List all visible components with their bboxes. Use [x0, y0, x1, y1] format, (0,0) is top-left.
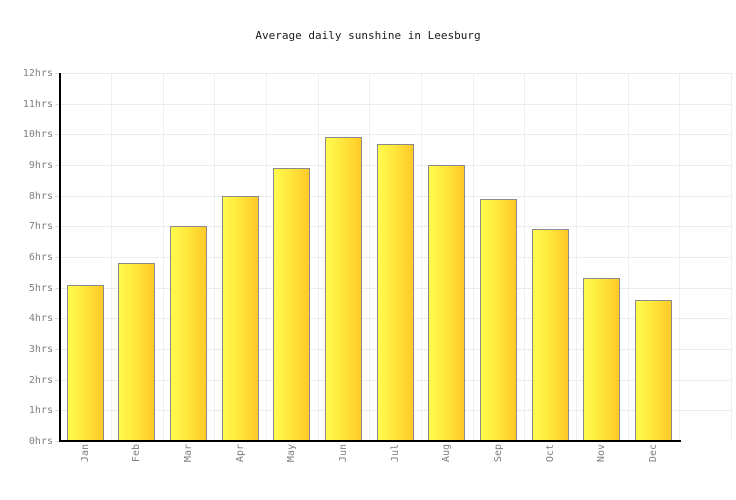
- y-axis-tick: [55, 165, 59, 166]
- x-axis-label-mar: Mar: [183, 444, 194, 463]
- x-axis-label-jun: Jun: [338, 444, 349, 463]
- y-axis-label-8hrs: 8hrs: [28, 191, 53, 202]
- gridline-v: [266, 73, 267, 441]
- y-axis-tick: [55, 288, 59, 289]
- x-axis-label-nov: Nov: [596, 444, 607, 463]
- gridline-v: [731, 73, 732, 441]
- gridline-v: [421, 73, 422, 441]
- y-axis-label-10hrs: 10hrs: [22, 129, 53, 140]
- bar-mar: [170, 226, 207, 441]
- y-axis-label-1hrs: 1hrs: [28, 405, 53, 416]
- y-axis-label-4hrs: 4hrs: [28, 313, 53, 324]
- gridline-v: [214, 73, 215, 441]
- gridline-v: [473, 73, 474, 441]
- y-axis-label-11hrs: 11hrs: [22, 99, 53, 110]
- y-axis-label-7hrs: 7hrs: [28, 221, 53, 232]
- x-axis-line: [59, 440, 681, 442]
- y-axis-tick: [55, 226, 59, 227]
- y-axis-label-3hrs: 3hrs: [28, 344, 53, 355]
- y-axis-label-9hrs: 9hrs: [28, 160, 53, 171]
- x-axis-label-feb: Feb: [131, 444, 142, 463]
- y-axis-label-12hrs: 12hrs: [22, 68, 53, 79]
- gridline-v: [679, 73, 680, 441]
- y-axis-tick: [55, 134, 59, 135]
- gridline-h: [60, 73, 731, 74]
- gridline-v: [576, 73, 577, 441]
- gridline-h: [60, 104, 731, 105]
- bar-oct: [532, 229, 569, 441]
- y-axis-label-0hrs: 0hrs: [28, 436, 53, 447]
- bar-jul: [377, 144, 414, 441]
- y-axis-line: [59, 73, 61, 442]
- gridline-v: [369, 73, 370, 441]
- gridline-v: [318, 73, 319, 441]
- gridline-h: [60, 134, 731, 135]
- y-axis-tick: [55, 410, 59, 411]
- bar-feb: [118, 263, 155, 441]
- bar-may: [273, 168, 310, 441]
- x-axis-label-apr: Apr: [235, 444, 246, 463]
- chart-title: Average daily sunshine in Leesburg: [255, 29, 481, 42]
- bar-aug: [428, 165, 465, 441]
- bar-sep: [480, 199, 517, 441]
- bar-dec: [635, 300, 672, 441]
- y-axis-label-2hrs: 2hrs: [28, 375, 53, 386]
- y-axis-tick: [55, 104, 59, 105]
- gridline-v: [163, 73, 164, 441]
- bar-jun: [325, 137, 362, 441]
- x-axis-label-oct: Oct: [545, 444, 556, 463]
- y-axis-label-6hrs: 6hrs: [28, 252, 53, 263]
- gridline-v: [628, 73, 629, 441]
- y-axis-tick: [55, 196, 59, 197]
- y-axis-tick: [55, 441, 59, 442]
- y-axis-tick: [55, 380, 59, 381]
- y-axis-tick: [55, 257, 59, 258]
- x-axis-label-sep: Sep: [493, 444, 504, 463]
- y-axis-tick: [55, 318, 59, 319]
- y-axis-tick: [55, 349, 59, 350]
- bar-apr: [222, 196, 259, 441]
- y-axis-tick: [55, 73, 59, 74]
- x-axis-label-jan: Jan: [80, 444, 91, 463]
- gridline-v: [524, 73, 525, 441]
- x-axis-label-jul: Jul: [390, 444, 401, 463]
- x-axis-label-dec: Dec: [648, 444, 659, 463]
- y-axis-label-5hrs: 5hrs: [28, 283, 53, 294]
- bar-nov: [583, 278, 620, 441]
- x-axis-label-may: May: [286, 444, 297, 463]
- x-axis-label-aug: Aug: [441, 444, 452, 463]
- gridline-v: [111, 73, 112, 441]
- bar-jan: [67, 285, 104, 441]
